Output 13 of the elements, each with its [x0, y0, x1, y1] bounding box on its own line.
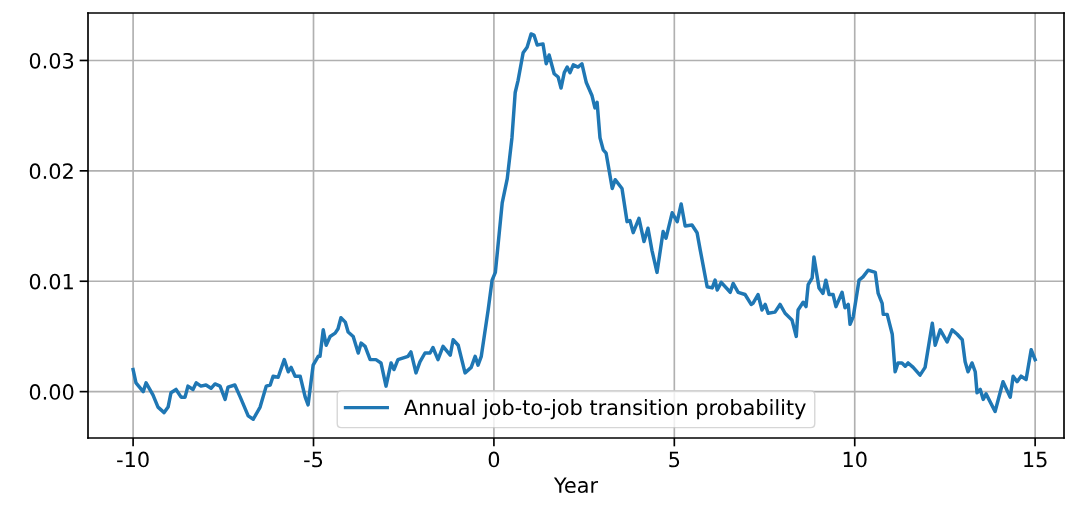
- x-tick-label: 5: [669, 451, 680, 468]
- line-series: [131, 32, 1037, 421]
- x-axis-title: Year: [553, 477, 599, 494]
- x-tick-label: 10: [843, 451, 867, 468]
- x-tick-label: 0: [488, 451, 500, 468]
- x-tick-label: -10: [117, 451, 149, 468]
- x-tick-label: 15: [1024, 451, 1047, 468]
- y-tick-label: 0.01: [29, 273, 73, 290]
- legend-label: Annual job-to-job transition probability: [404, 399, 806, 420]
- y-tick-label: 0.03: [29, 52, 74, 69]
- x-tick-label: -5: [304, 451, 323, 468]
- y-tick-label: 0.02: [29, 163, 73, 180]
- y-tick-label: 0.00: [29, 384, 74, 400]
